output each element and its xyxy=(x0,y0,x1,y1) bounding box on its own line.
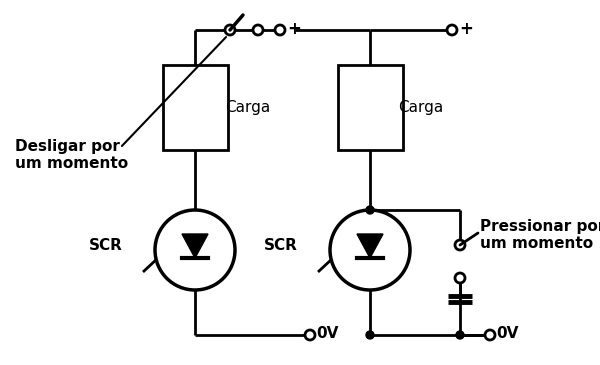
Circle shape xyxy=(366,206,374,214)
Text: Carga: Carga xyxy=(226,100,271,115)
Circle shape xyxy=(485,330,495,340)
Text: Carga: Carga xyxy=(398,100,444,115)
Circle shape xyxy=(275,25,285,35)
Polygon shape xyxy=(357,234,383,258)
Text: 0V: 0V xyxy=(316,327,338,342)
Circle shape xyxy=(455,240,465,250)
Circle shape xyxy=(455,273,465,283)
Bar xyxy=(163,65,228,150)
Circle shape xyxy=(225,25,235,35)
Polygon shape xyxy=(182,234,208,258)
Circle shape xyxy=(366,331,374,339)
Text: Desligar por
um momento: Desligar por um momento xyxy=(15,139,128,171)
Circle shape xyxy=(330,210,410,290)
Circle shape xyxy=(456,331,464,339)
Text: SCR: SCR xyxy=(89,238,123,253)
Text: 0V: 0V xyxy=(496,327,518,342)
Text: SCR: SCR xyxy=(264,238,298,253)
Circle shape xyxy=(155,210,235,290)
Circle shape xyxy=(305,330,315,340)
Bar xyxy=(338,65,403,150)
Circle shape xyxy=(253,25,263,35)
Text: Pressionar por
um momento: Pressionar por um momento xyxy=(480,219,600,251)
Text: +: + xyxy=(287,20,301,38)
Circle shape xyxy=(447,25,457,35)
Text: +: + xyxy=(459,20,473,38)
